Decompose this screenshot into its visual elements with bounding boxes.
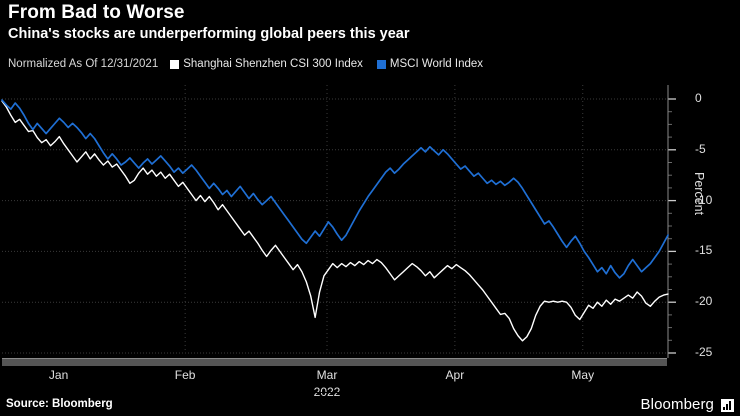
x-tick-label: May <box>571 368 595 382</box>
chart-legend: Normalized As Of 12/31/2021 Shanghai She… <box>8 58 497 70</box>
y-axis-title: Percent <box>692 172 706 216</box>
chart-canvas <box>1 85 676 358</box>
white-square-icon <box>170 59 180 69</box>
y-tick-label: -10 <box>695 192 713 207</box>
horizontal-gridlines <box>2 98 668 354</box>
chart-header: From Bad to Worse China's stocks are und… <box>8 2 732 44</box>
y-tick-label: -15 <box>695 243 713 258</box>
vertical-gridlines <box>184 85 584 353</box>
legend-normalization-note: Normalized As Of 12/31/2021 <box>8 58 159 70</box>
bloomberg-wordmark: Bloomberg <box>640 396 714 413</box>
x-tick-label: Jan <box>48 368 69 382</box>
legend-label-csi300: Shanghai Shenzhen CSI 300 Index <box>183 58 363 70</box>
y-tick-label: -20 <box>695 294 713 309</box>
legend-label-msci-world: MSCI World Index <box>389 58 484 70</box>
bloomberg-bars-icon <box>721 399 734 412</box>
x-tick-label: Feb <box>174 368 196 382</box>
blue-square-icon <box>376 59 386 69</box>
legend-entry-csi300: Shanghai Shenzhen CSI 300 Index <box>170 58 363 70</box>
source-label: Source: Bloomberg <box>6 398 113 410</box>
chart-title: From Bad to Worse <box>8 2 185 23</box>
y-tick-label: 0 <box>695 91 702 105</box>
y-tick-label: -25 <box>695 345 713 359</box>
chart-subtitle: China's stocks are underperforming globa… <box>8 26 410 42</box>
x-axis-base-bar <box>2 358 667 366</box>
legend-entry-msci-world: MSCI World Index <box>376 58 484 70</box>
x-tick-label: Apr <box>445 368 465 382</box>
plot-area <box>0 85 740 370</box>
series-line-csi300 <box>1 100 669 342</box>
x-tick-label: Mar <box>316 368 338 382</box>
series-line-msci-world <box>1 99 669 279</box>
footer-divider <box>0 392 740 393</box>
y-tick-label: -5 <box>695 141 706 156</box>
y-axis-tickmarks <box>668 98 676 354</box>
